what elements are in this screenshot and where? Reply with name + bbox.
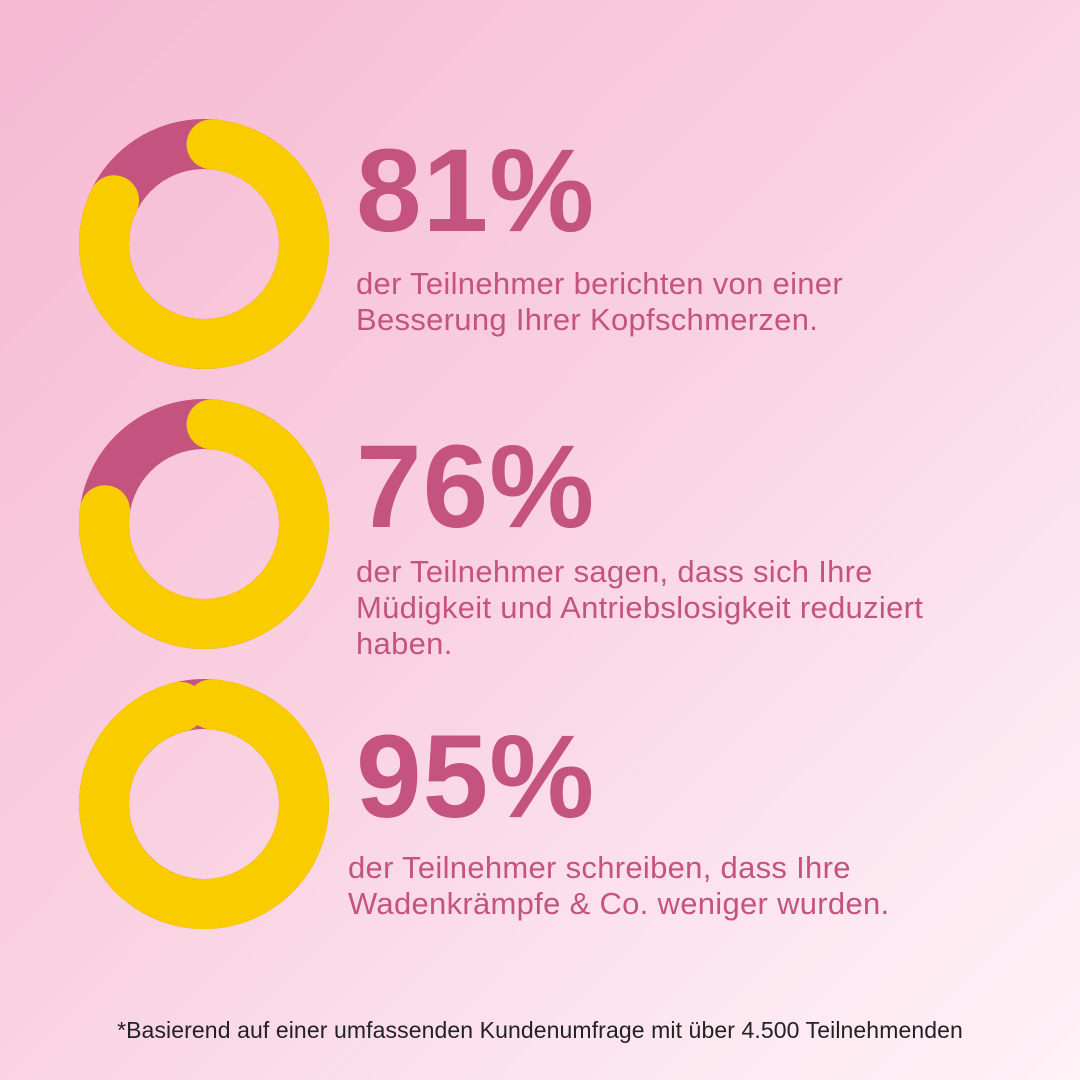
donut-chart-fatigue (79, 399, 329, 649)
donut-segment-value (79, 119, 329, 369)
donut-chart-cramps (79, 679, 329, 929)
description-cramps: der Teilnehmer schreiben, dass Ihre Wade… (348, 850, 890, 921)
footnote: *Basierend auf einer umfassenden Kundenu… (117, 1017, 963, 1043)
description-fatigue: der Teilnehmer sagen, dass sich Ihre Müd… (356, 554, 924, 661)
percent-fatigue: 76% (356, 421, 596, 553)
donut-segment-value (79, 679, 329, 929)
donut-segment-value (79, 399, 329, 649)
donut-chart-headaches (79, 119, 329, 369)
percent-cramps: 95% (356, 711, 596, 843)
percent-headaches: 81% (356, 125, 596, 257)
description-headaches: der Teilnehmer berichten von einer Besse… (356, 266, 843, 337)
